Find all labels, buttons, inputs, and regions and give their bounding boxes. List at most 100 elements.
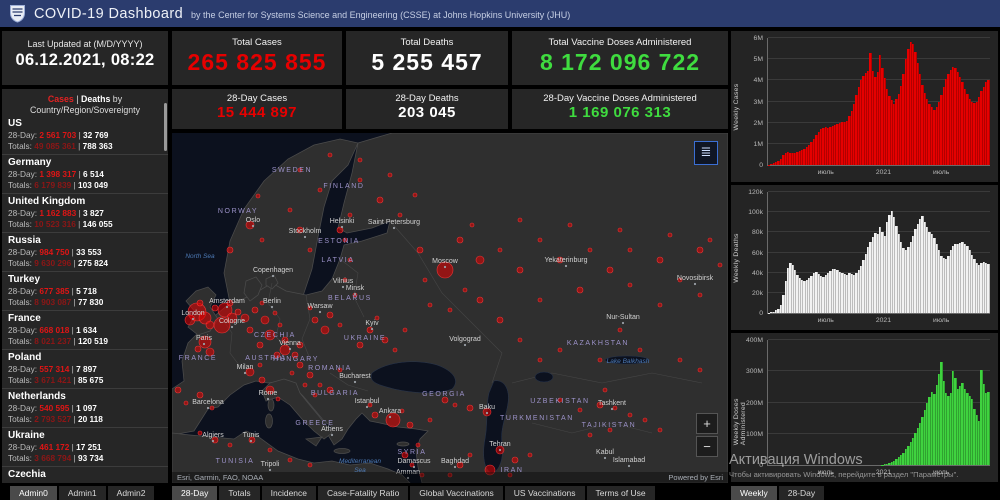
weekly-bar[interactable] xyxy=(952,67,955,165)
case-bubble[interactable] xyxy=(469,222,475,228)
weekly-bar[interactable] xyxy=(930,234,934,313)
case-bubble[interactable] xyxy=(184,314,196,326)
weekly-bar[interactable] xyxy=(911,44,915,165)
weekly-bar[interactable] xyxy=(961,242,964,313)
weekly-bar[interactable] xyxy=(878,54,882,165)
case-bubble[interactable] xyxy=(537,297,543,303)
weekly-bar[interactable] xyxy=(893,103,896,165)
weekly-bar[interactable] xyxy=(805,146,809,165)
case-bubble[interactable] xyxy=(374,315,380,321)
weekly-bar[interactable] xyxy=(803,280,806,313)
weekly-bar[interactable] xyxy=(874,233,877,313)
weekly-bar[interactable] xyxy=(926,99,929,165)
weekly-bar[interactable] xyxy=(836,123,839,165)
case-bubble[interactable] xyxy=(311,316,319,324)
weekly-bar[interactable] xyxy=(949,250,953,313)
weekly-bar[interactable] xyxy=(890,461,894,465)
case-bubble[interactable] xyxy=(385,412,401,428)
case-bubble[interactable] xyxy=(462,287,468,293)
weekly-bar[interactable] xyxy=(942,86,945,165)
weekly-bar[interactable] xyxy=(963,244,967,313)
weekly-bar[interactable] xyxy=(928,396,931,465)
weekly-bar[interactable] xyxy=(937,250,941,313)
list-scrollbar[interactable] xyxy=(164,103,167,151)
weekly-bar[interactable] xyxy=(914,433,917,465)
case-bubble[interactable] xyxy=(677,277,683,283)
case-bubble[interactable] xyxy=(527,452,533,458)
weekly-bar[interactable] xyxy=(793,152,797,165)
weekly-bar[interactable] xyxy=(779,158,783,165)
tab-28-day[interactable]: 28-Day xyxy=(778,486,825,500)
case-bubble[interactable] xyxy=(265,385,275,395)
weekly-bar[interactable] xyxy=(921,84,924,165)
weekly-bar[interactable] xyxy=(805,279,809,313)
weekly-bar[interactable] xyxy=(815,135,818,165)
case-bubble[interactable] xyxy=(257,362,263,368)
map-canvas[interactable]: NORWAY SWEDEN FINLAND ESTONIA LATVIA BELARUS U… xyxy=(172,133,728,483)
weekly-bar[interactable] xyxy=(885,88,889,165)
case-bubble[interactable] xyxy=(419,472,425,478)
case-bubble[interactable] xyxy=(697,367,703,373)
weekly-bar[interactable] xyxy=(916,224,919,313)
case-bubble[interactable] xyxy=(381,336,389,344)
weekly-bar[interactable] xyxy=(902,248,905,313)
weekly-bar[interactable] xyxy=(822,276,825,313)
weekly-bar[interactable] xyxy=(867,70,870,165)
case-bubble[interactable] xyxy=(302,382,308,388)
weekly-bar[interactable] xyxy=(869,242,872,313)
case-bubble[interactable] xyxy=(272,310,278,316)
weekly-bar[interactable] xyxy=(871,70,875,165)
weekly-bar[interactable] xyxy=(959,386,962,465)
case-bubble[interactable] xyxy=(606,266,614,274)
case-bubble[interactable] xyxy=(406,421,414,429)
weekly-bar[interactable] xyxy=(909,242,912,313)
weekly-bar[interactable] xyxy=(888,96,891,165)
case-bubble[interactable] xyxy=(357,157,363,163)
case-bubble[interactable] xyxy=(307,247,313,253)
case-bubble[interactable] xyxy=(587,432,593,438)
weekly-bar[interactable] xyxy=(947,395,950,465)
case-bubble[interactable] xyxy=(226,312,238,324)
weekly-bar[interactable] xyxy=(895,459,898,465)
weekly-bar[interactable] xyxy=(819,275,823,313)
case-bubble[interactable] xyxy=(197,430,203,436)
weekly-bar[interactable] xyxy=(862,76,865,165)
case-bubble[interactable] xyxy=(496,316,504,324)
attribution-esri[interactable]: Powered by Esri xyxy=(668,473,723,482)
weekly-bar[interactable] xyxy=(777,161,780,165)
weekly-bar[interactable] xyxy=(826,127,830,165)
country-row[interactable]: Netherlands 28-Day: 540 595 | 1 097 Totals… xyxy=(2,388,168,427)
country-row[interactable]: Russia 28-Day: 984 750 | 33 553 Totals: 9 … xyxy=(2,232,168,271)
weekly-bar[interactable] xyxy=(791,153,794,165)
country-row[interactable]: France 28-Day: 668 018 | 1 634 Totals: 8 0… xyxy=(2,310,168,349)
weekly-bar[interactable] xyxy=(782,294,785,313)
weekly-bar[interactable] xyxy=(982,261,986,313)
case-bubble[interactable] xyxy=(287,207,293,213)
case-bubble[interactable] xyxy=(240,313,250,323)
case-bubble[interactable] xyxy=(401,451,409,459)
country-row[interactable]: Poland 28-Day: 557 314 | 7 897 Totals: 3 6… xyxy=(2,349,168,388)
weekly-bar[interactable] xyxy=(789,262,792,313)
case-bubble[interactable] xyxy=(251,306,259,314)
case-bubble[interactable] xyxy=(196,391,204,399)
weekly-bar[interactable] xyxy=(973,258,976,313)
case-bubble[interactable] xyxy=(296,361,304,369)
case-bubble[interactable] xyxy=(275,396,281,402)
weekly-bar[interactable] xyxy=(874,77,877,165)
case-bubble[interactable] xyxy=(697,292,703,298)
tab-global-vaccinations[interactable]: Global Vaccinations xyxy=(410,486,503,500)
case-bubble[interactable] xyxy=(436,261,454,279)
weekly-bar[interactable] xyxy=(902,452,905,465)
case-bubble[interactable] xyxy=(557,397,563,403)
weekly-bar[interactable] xyxy=(888,462,891,465)
weekly-bar[interactable] xyxy=(860,80,863,165)
weekly-bar[interactable] xyxy=(770,312,773,313)
case-bubble[interactable] xyxy=(397,212,403,218)
weekly-bar[interactable] xyxy=(801,279,804,313)
tab-28-day[interactable]: 28-Day xyxy=(172,486,218,500)
weekly-bar[interactable] xyxy=(959,77,962,165)
case-bubble[interactable] xyxy=(456,461,464,469)
case-bubble[interactable] xyxy=(627,247,633,253)
weekly-bar[interactable] xyxy=(907,247,910,313)
case-bubble[interactable] xyxy=(597,357,603,363)
